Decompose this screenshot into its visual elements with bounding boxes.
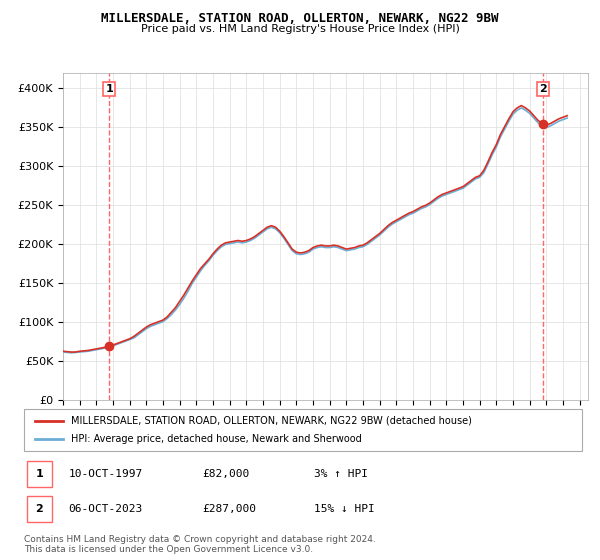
Text: MILLERSDALE, STATION ROAD, OLLERTON, NEWARK, NG22 9BW: MILLERSDALE, STATION ROAD, OLLERTON, NEW…	[101, 12, 499, 25]
Text: Price paid vs. HM Land Registry's House Price Index (HPI): Price paid vs. HM Land Registry's House …	[140, 24, 460, 34]
Text: Contains HM Land Registry data © Crown copyright and database right 2024.
This d: Contains HM Land Registry data © Crown c…	[24, 535, 376, 554]
FancyBboxPatch shape	[27, 496, 52, 521]
Text: £287,000: £287,000	[203, 504, 257, 514]
FancyBboxPatch shape	[27, 461, 52, 487]
Text: 1: 1	[106, 84, 113, 94]
Text: £82,000: £82,000	[203, 469, 250, 479]
Text: 2: 2	[539, 84, 547, 94]
FancyBboxPatch shape	[24, 409, 582, 451]
Text: 2: 2	[35, 504, 43, 514]
Text: HPI: Average price, detached house, Newark and Sherwood: HPI: Average price, detached house, Newa…	[71, 434, 362, 444]
Text: 1: 1	[35, 469, 43, 479]
Text: 15% ↓ HPI: 15% ↓ HPI	[314, 504, 375, 514]
Text: MILLERSDALE, STATION ROAD, OLLERTON, NEWARK, NG22 9BW (detached house): MILLERSDALE, STATION ROAD, OLLERTON, NEW…	[71, 416, 472, 426]
Text: 3% ↑ HPI: 3% ↑ HPI	[314, 469, 368, 479]
Text: 06-OCT-2023: 06-OCT-2023	[68, 504, 143, 514]
Text: 10-OCT-1997: 10-OCT-1997	[68, 469, 143, 479]
